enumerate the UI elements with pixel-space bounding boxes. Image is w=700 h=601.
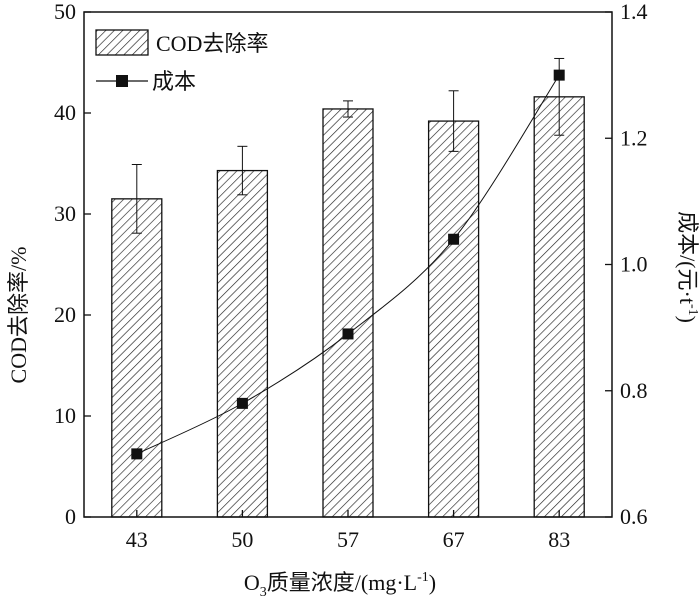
y-axis-right-title-text: 成本/(元·t bbox=[675, 211, 700, 304]
cost-marker-43 bbox=[131, 448, 143, 460]
right-tick-label-0.6: 0.6 bbox=[620, 504, 648, 529]
right-tick-label-1.2: 1.2 bbox=[620, 125, 648, 150]
x-tick-label-50: 50 bbox=[231, 527, 253, 552]
legend: COD去除率 成本 bbox=[95, 29, 268, 94]
x-axis-title-prefix: O bbox=[244, 570, 260, 595]
x-axis-ticks: 43 50 57 67 83 bbox=[126, 510, 570, 552]
bar-83 bbox=[533, 96, 585, 518]
cost-markers-layer bbox=[131, 69, 565, 460]
legend-square-marker bbox=[116, 75, 128, 87]
bars-layer bbox=[111, 96, 585, 518]
bar-67 bbox=[427, 120, 480, 518]
right-tick-label-1.0: 1.0 bbox=[620, 252, 648, 277]
right-tick-label-0.8: 0.8 bbox=[620, 378, 648, 403]
left-tick-label-40: 40 bbox=[54, 100, 76, 125]
left-tick-label-10: 10 bbox=[54, 403, 76, 428]
x-axis-title: O3质量浓度/(mg·L-1) bbox=[244, 570, 436, 600]
x-axis-title-end: ) bbox=[429, 570, 436, 595]
cost-marker-67 bbox=[448, 233, 460, 245]
legend-line-label: 成本 bbox=[152, 69, 196, 94]
left-tick-label-30: 30 bbox=[54, 201, 76, 226]
bar-57 bbox=[322, 108, 374, 518]
cost-marker-50 bbox=[236, 397, 248, 409]
y-axis-right-title-end: ) bbox=[675, 316, 700, 323]
x-tick-label-57: 57 bbox=[337, 527, 359, 552]
x-axis-title-sup: -1 bbox=[417, 570, 429, 585]
left-tick-label-20: 20 bbox=[54, 302, 76, 327]
left-tick-label-0: 0 bbox=[65, 504, 76, 529]
x-tick-label-43: 43 bbox=[126, 527, 148, 552]
legend-bar-swatch bbox=[95, 29, 149, 56]
right-axis-ticks: 0.6 0.8 1.0 1.2 1.4 bbox=[605, 0, 648, 529]
x-axis-title-sub: 3 bbox=[260, 585, 267, 600]
left-tick-label-50: 50 bbox=[54, 0, 76, 24]
y-axis-left-title: COD去除率/% bbox=[6, 247, 31, 384]
bar-50 bbox=[216, 169, 269, 518]
right-tick-label-1.4: 1.4 bbox=[620, 0, 648, 24]
cost-marker-83 bbox=[553, 69, 565, 81]
errorbars-layer bbox=[131, 57, 565, 234]
cost-marker-57 bbox=[342, 328, 354, 340]
legend-bar-label: COD去除率 bbox=[156, 31, 268, 56]
x-tick-label-83: 83 bbox=[548, 527, 570, 552]
bar-43 bbox=[111, 198, 163, 518]
y-axis-right-title: 成本/(元·t-1) bbox=[675, 211, 700, 323]
y-axis-right-title-sup: -1 bbox=[685, 304, 700, 316]
x-tick-label-67: 67 bbox=[443, 527, 465, 552]
x-axis-title-rest: 质量浓度/(mg·L bbox=[267, 570, 417, 595]
left-axis-ticks: 0 10 20 30 40 50 bbox=[54, 0, 91, 529]
